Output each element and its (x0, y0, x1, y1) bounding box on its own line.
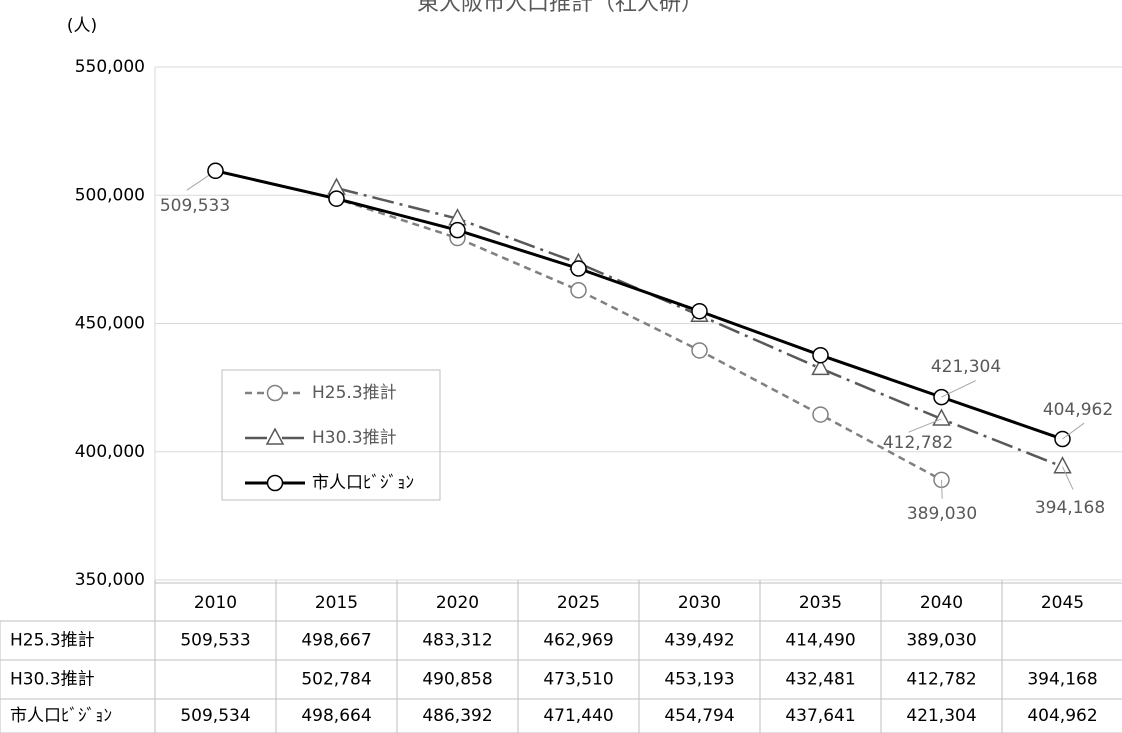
leader-line (941, 380, 977, 398)
legend-label: 市人口ﾋﾞｼﾞｮﾝ (312, 473, 414, 493)
table-cell: 471,440 (543, 706, 613, 726)
leader-line (908, 418, 942, 433)
table-row-label: H30.3推計 (10, 670, 95, 690)
table-cell: 437,641 (785, 706, 855, 726)
table-cell: 462,969 (543, 631, 613, 651)
leader-line (941, 479, 943, 499)
x-tick-label: 2030 (678, 593, 721, 613)
table-cell: 483,312 (422, 631, 492, 651)
x-tick-label: 2015 (315, 593, 358, 613)
y-tick-label: 350,000 (75, 570, 145, 590)
legend-label: H30.3推計 (312, 428, 397, 448)
table-cell: 473,510 (543, 670, 613, 690)
table-cell: 414,490 (785, 631, 855, 651)
x-tick-label: 2035 (799, 593, 842, 613)
table-cell: 404,962 (1027, 706, 1097, 726)
table-cell: 486,392 (422, 706, 492, 726)
chart-title: 東大阪市人口推計（社人研） (417, 0, 703, 16)
y-tick-label: 450,000 (75, 314, 145, 334)
marker (449, 221, 466, 239)
marker (207, 162, 224, 180)
table-cell: 509,534 (180, 706, 250, 726)
x-tick-label: 2040 (920, 593, 963, 613)
legend-label: H25.3推計 (312, 383, 397, 403)
table-cell: 421,304 (906, 706, 976, 726)
marker (812, 346, 829, 364)
marker (812, 406, 829, 423)
marker (1053, 456, 1072, 474)
table-row-label: 市人口ﾋﾞｼﾞｮﾝ (10, 706, 112, 726)
marker (811, 357, 830, 376)
y-tick-label: 400,000 (75, 442, 145, 462)
marker (932, 408, 951, 426)
leader-line (1062, 466, 1074, 490)
table-cell: 439,492 (664, 631, 734, 651)
y-tick-label: 550,000 (75, 57, 145, 77)
table-cell: 432,481 (785, 670, 855, 690)
table-cell: 453,193 (664, 670, 734, 690)
data-label: 389,030 (907, 504, 977, 524)
table-row-label: H25.3推計 (10, 631, 95, 651)
series-line (215, 169, 1063, 441)
data-label: 412,782 (883, 433, 953, 453)
series-line (336, 186, 1063, 468)
table-cell: 498,667 (301, 631, 371, 651)
data-label: 404,962 (1043, 400, 1113, 420)
y-axis-label: (人) (67, 16, 97, 36)
table-cell: 490,858 (422, 670, 492, 690)
data-label: 394,168 (1035, 498, 1105, 518)
x-tick-label: 2020 (436, 593, 479, 613)
marker (266, 474, 284, 492)
table-cell: 389,030 (906, 631, 976, 651)
marker (691, 302, 708, 320)
data-label: 421,304 (931, 357, 1001, 377)
marker (570, 281, 587, 299)
marker (266, 384, 284, 402)
x-tick-label: 2025 (557, 593, 600, 613)
data-label: 509,533 (160, 196, 230, 216)
leader-line (1062, 422, 1085, 440)
x-tick-label: 2010 (194, 593, 237, 613)
y-tick-label: 500,000 (75, 185, 145, 205)
marker (570, 260, 587, 277)
marker (265, 427, 285, 445)
table-cell: 394,168 (1027, 670, 1097, 690)
table-cell: 412,782 (906, 670, 976, 690)
legend-box (221, 369, 441, 501)
table-cell: 502,784 (301, 670, 371, 690)
table-cell: 498,664 (301, 706, 371, 726)
table-cell: 454,794 (664, 706, 734, 726)
table-cell: 509,533 (180, 631, 250, 651)
marker (691, 342, 708, 359)
x-tick-label: 2045 (1041, 593, 1084, 613)
marker (328, 190, 345, 207)
